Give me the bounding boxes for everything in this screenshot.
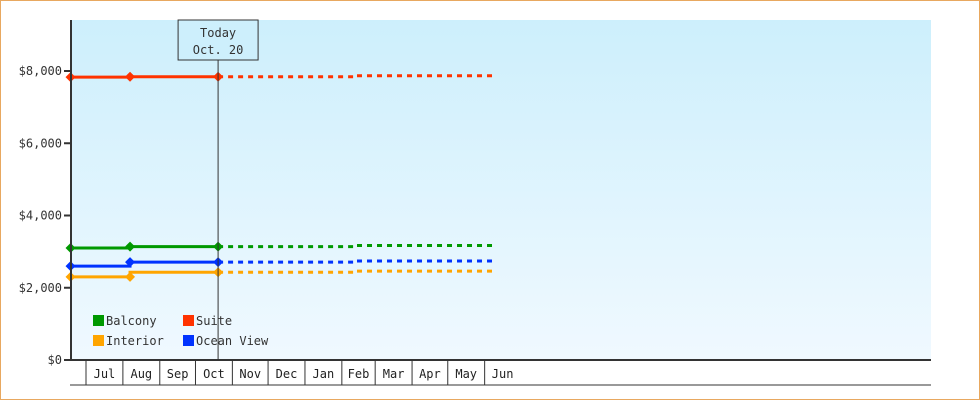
x-month-label: Aug	[130, 367, 152, 381]
y-tick-label: $8,000	[19, 64, 62, 78]
x-month-label: Oct	[203, 367, 225, 381]
today-label: Today	[200, 26, 236, 40]
legend-label: Balcony	[106, 314, 157, 328]
legend-label: Interior	[106, 334, 164, 348]
x-month-label: May	[455, 367, 477, 381]
today-label-box	[177, 19, 259, 61]
x-month-label: Apr	[419, 367, 441, 381]
legend-label: Ocean View	[196, 334, 269, 348]
y-tick-label: $4,000	[19, 209, 62, 223]
legend-swatch	[93, 335, 104, 346]
y-tick-label: $6,000	[19, 136, 62, 150]
data-point-balcony	[125, 241, 136, 252]
series-line-balcony	[70, 245, 219, 250]
legend-label: Suite	[196, 314, 232, 328]
x-month-label: Jul	[94, 367, 116, 381]
y-tick-label: $2,000	[19, 281, 62, 295]
x-month-label: Feb	[348, 367, 370, 381]
data-point-suite	[125, 71, 136, 82]
x-month-label: Dec	[276, 367, 298, 381]
y-tick-label: $0	[48, 353, 62, 367]
x-month-label: Jan	[313, 367, 335, 381]
data-point-interior	[125, 271, 136, 282]
x-month-label: Jun	[492, 367, 514, 381]
legend-swatch	[93, 315, 104, 326]
today-date-label: Oct. 20	[193, 43, 244, 57]
plot-area	[71, 20, 931, 360]
x-month-label: Mar	[383, 367, 405, 381]
x-month-label: Sep	[167, 367, 189, 381]
x-month-label: Nov	[239, 367, 261, 381]
data-point-ocean-view	[125, 257, 136, 268]
legend-swatch	[183, 335, 194, 346]
legend-swatch	[183, 315, 194, 326]
